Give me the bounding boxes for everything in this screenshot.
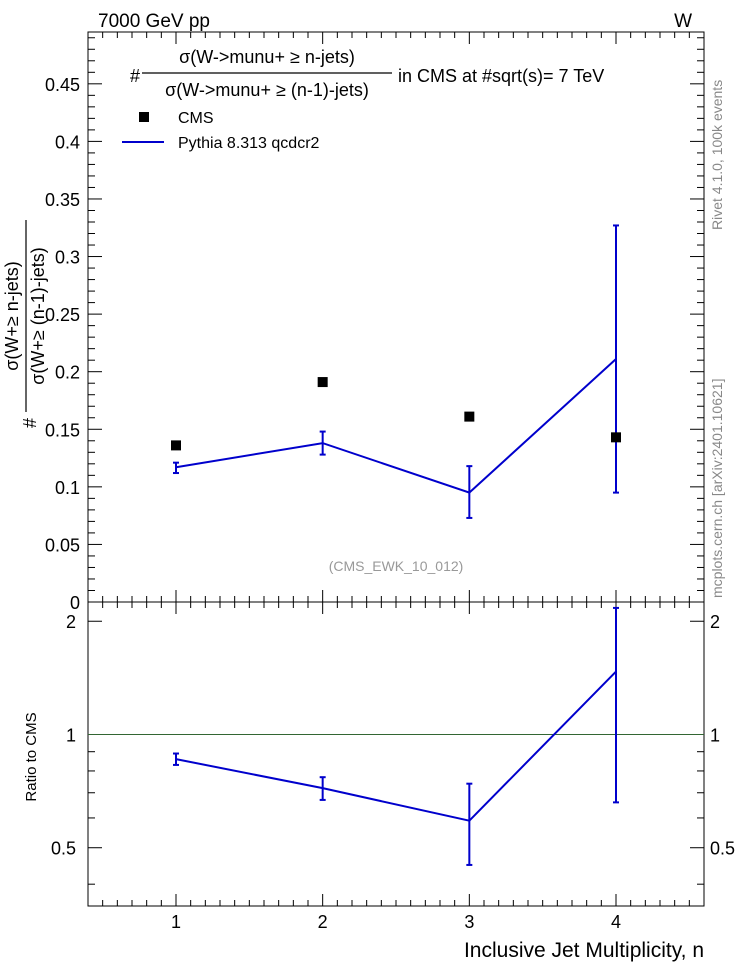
plot-title: # σ(W->munu+ ≥ n-jets) σ(W->munu+ ≥ (n-1… <box>130 47 604 100</box>
cms-data-point <box>171 440 181 451</box>
y-tick-label: 0 <box>70 593 80 613</box>
cms-data-point <box>317 377 328 388</box>
cms-data-point <box>464 411 475 422</box>
y-axis-label-denominator: σ(W+≥ (n-1)-jets) <box>28 247 48 385</box>
ratio-y-tick-label-left: 1 <box>66 725 76 745</box>
y-axis-label-numerator: σ(W+≥ n-jets) <box>2 261 22 371</box>
mcplots-label: mcplots.cern.ch [arXiv:2401.10621] <box>709 379 725 598</box>
x-tick-labels: 1 2 3 4 <box>171 912 621 932</box>
y-tick-label: 0.4 <box>55 132 80 152</box>
x-tick-label: 2 <box>318 912 328 932</box>
ratio-panel-frame <box>87 601 705 907</box>
x-tick-label: 4 <box>611 912 621 932</box>
legend-cms-label: CMS <box>178 110 214 127</box>
title-suffix: in CMS at #sqrt(s)= 7 TeV <box>398 66 604 86</box>
ratio-y-tick-label-left: 2 <box>66 612 76 632</box>
ratio-axis-ticks <box>87 602 705 906</box>
legend: CMS Pythia 8.313 qcdcr2 <box>122 110 320 152</box>
x-tick-label: 1 <box>171 912 181 932</box>
ratio-y-tick-label-left: 0.5 <box>51 839 76 859</box>
main-data-layer <box>171 224 621 519</box>
ratio-series-line <box>175 670 617 822</box>
ratio-y-tick-label-right: 1 <box>710 725 720 745</box>
y-tick-label: 0.3 <box>55 248 80 268</box>
x-tick-label: 3 <box>464 912 474 932</box>
title-hash: # <box>130 66 140 86</box>
process-label: W <box>674 11 692 32</box>
title-numerator: σ(W->munu+ ≥ n-jets) <box>179 47 355 67</box>
legend-cms-marker <box>139 112 149 122</box>
y-axis-label: # σ(W+≥ n-jets) σ(W+≥ (n-1)-jets) <box>2 220 48 428</box>
cms-data-point <box>611 432 621 443</box>
title-denominator: σ(W->munu+ ≥ (n-1)-jets) <box>165 80 369 100</box>
energy-label: 7000 GeV pp <box>98 11 210 32</box>
y-tick-label: 0.05 <box>45 535 80 555</box>
x-axis-label: Inclusive Jet Multiplicity, n <box>464 939 704 962</box>
main-axis-ticks <box>87 32 705 603</box>
legend-pythia-label: Pythia 8.313 qcdcr2 <box>178 135 320 152</box>
ratio-y-tick-labels: 0.5 0.5 1 1 2 2 <box>51 612 735 858</box>
analysis-tag: (CMS_EWK_10_012) <box>329 558 464 574</box>
y-tick-label: 0.1 <box>55 478 80 498</box>
ratio-data-layer <box>88 606 704 866</box>
main-y-tick-labels: 0 0.05 0.1 0.15 0.2 0.25 0.3 0.35 0.4 0.45 <box>45 75 80 613</box>
y-tick-label: 0.45 <box>45 75 80 95</box>
y-axis-label-hash: # <box>20 418 40 428</box>
y-tick-label: 0.15 <box>45 420 80 440</box>
rivet-label: Rivet 4.1.0, 100k events <box>709 80 725 230</box>
ratio-y-tick-label-right: 2 <box>710 612 720 632</box>
mc-series-line <box>175 358 617 494</box>
y-tick-label: 0.25 <box>45 305 80 325</box>
y-tick-label: 0.2 <box>55 363 80 383</box>
ratio-y-tick-label-right: 0.5 <box>710 839 735 859</box>
ratio-y-axis-label: Ratio to CMS <box>23 712 40 801</box>
y-tick-label: 0.35 <box>45 190 80 210</box>
